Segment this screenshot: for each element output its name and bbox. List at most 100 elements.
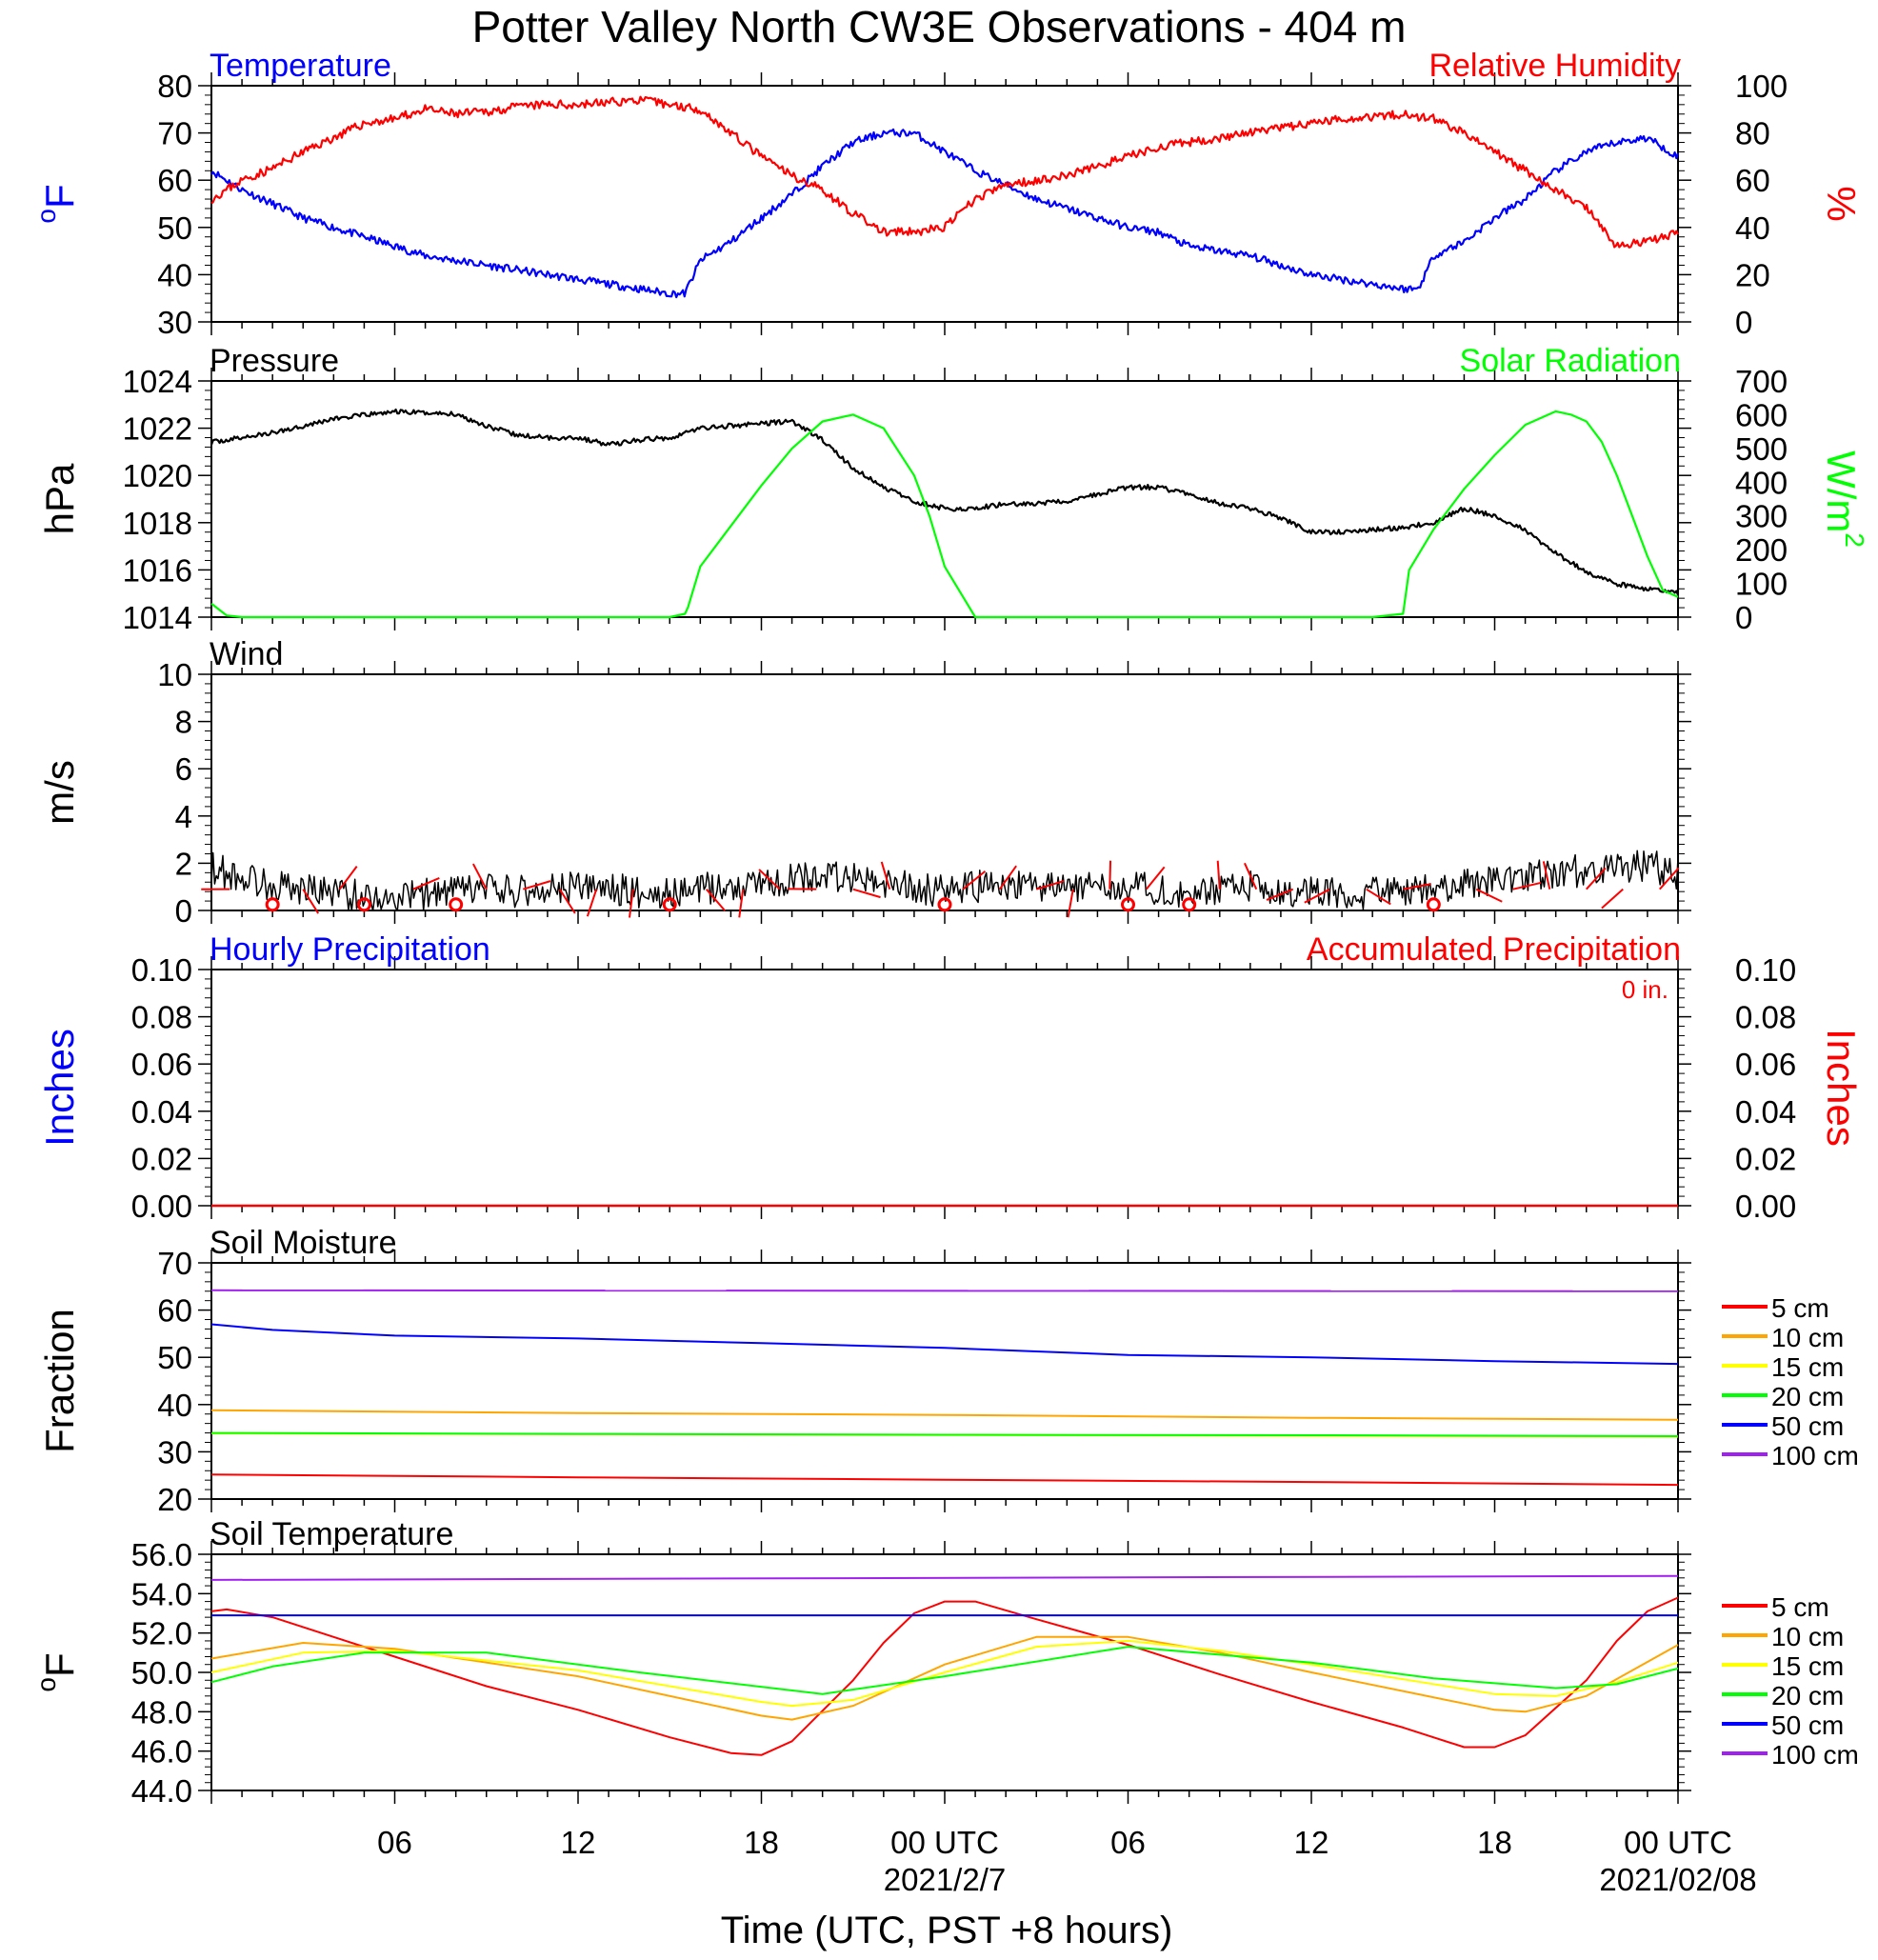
soil-series-cm20 — [210, 1431, 1679, 1437]
wind-barb — [338, 866, 358, 890]
wind-barb — [1216, 860, 1221, 890]
wind-barb — [1266, 888, 1294, 901]
y-tick-label-left: 60 — [157, 1293, 192, 1329]
y-tick-label-right: 400 — [1735, 465, 1788, 500]
time-tick-label: 18 — [744, 1825, 779, 1860]
y-tick-label-right: 0.04 — [1735, 1094, 1796, 1130]
wind-barb — [1542, 861, 1551, 890]
legend-label: 10 cm — [1771, 1323, 1844, 1352]
y-tick-label-right: 300 — [1735, 499, 1788, 534]
y-tick-label-left: 4 — [175, 799, 192, 834]
legend-label: 100 cm — [1771, 1740, 1859, 1770]
y-axis-title-right: % — [1819, 186, 1864, 221]
legend-label: 50 cm — [1771, 1710, 1844, 1740]
y-tick-label-left: 8 — [175, 705, 192, 740]
y-tick-label-left: 1014 — [123, 600, 192, 635]
y-tick-label-right: 40 — [1735, 210, 1770, 246]
time-tick-label: 00 UTC — [1624, 1825, 1732, 1860]
soil-series-cm5 — [210, 1596, 1679, 1756]
y-tick-label-left: 70 — [157, 1246, 192, 1281]
soil-series-cm10 — [210, 1635, 1679, 1721]
y-tick-label-right: 700 — [1735, 364, 1788, 399]
wind-barb — [1475, 888, 1503, 903]
y-tick-label-left: 52.0 — [131, 1616, 192, 1651]
calm-wind-marker — [662, 897, 677, 912]
y-tick-label-right: 0.10 — [1735, 952, 1796, 988]
y-tick-label-left: 54.0 — [131, 1576, 192, 1611]
y-tick-label-left: 56.0 — [131, 1537, 192, 1572]
wind-speed-line — [210, 850, 1679, 911]
y-tick-label-left: 0.02 — [131, 1141, 192, 1176]
y-tick-label-right: 0 — [1735, 600, 1752, 635]
panel-precipitation: 0.00 0.02 0.04 0.06 0.08 0.10 0.00 0.02 0.04 0.06… — [37, 931, 1864, 1224]
wind-barb — [1109, 860, 1112, 890]
wind-barb — [1601, 888, 1624, 910]
wind-barb — [1659, 867, 1680, 890]
pressure-line — [210, 408, 1680, 595]
y-tick-label-left: 40 — [157, 1388, 192, 1423]
soil-series-cm5 — [210, 1473, 1679, 1487]
panel-label-right: Solar Radiation — [1460, 343, 1681, 379]
calm-wind-marker — [1426, 897, 1441, 912]
y-tick-label-right: 500 — [1735, 431, 1788, 467]
y-tick-label-left: 0.06 — [131, 1047, 192, 1082]
y-tick-label-right: 600 — [1735, 397, 1788, 432]
y-tick-label-right: 0.00 — [1735, 1189, 1796, 1224]
time-tick-label: 00 UTC — [890, 1825, 999, 1860]
wind-barb — [852, 888, 881, 899]
legend-label: 20 cm — [1771, 1681, 1844, 1710]
y-axis-title-left: m/s — [37, 760, 82, 825]
temperature-line — [210, 128, 1680, 299]
legend-label: 15 cm — [1771, 1352, 1844, 1382]
y-tick-label-left: 10 — [157, 657, 192, 692]
y-tick-label-left: 50 — [157, 210, 192, 246]
panel-wind: 0 2 4 6 8 10 Wind m/s — [37, 636, 1691, 929]
soil-series-cm100 — [210, 1289, 1679, 1292]
soil-series-cm20 — [210, 1646, 1679, 1695]
wind-barb — [998, 865, 1017, 890]
soil-series-cm15 — [210, 1639, 1679, 1708]
legend-label: 5 cm — [1771, 1592, 1829, 1622]
y-axis-title-left: Inches — [37, 1029, 82, 1147]
y-tick-label-right: 80 — [1735, 116, 1770, 151]
panel-label-left: Soil Moisture — [210, 1225, 397, 1261]
y-axis-title-right: W/m2 — [1819, 450, 1869, 548]
legend-label: 5 cm — [1771, 1293, 1829, 1323]
wind-barb — [412, 876, 440, 890]
y-tick-label-left: 2 — [175, 846, 192, 881]
y-tick-label-left: 0.00 — [131, 1189, 192, 1224]
time-tick-label: 06 — [377, 1825, 412, 1860]
y-tick-label-left: 1024 — [123, 364, 192, 399]
date-label: 2021/02/08 — [1599, 1862, 1756, 1897]
legend-label: 10 cm — [1771, 1622, 1844, 1651]
x-axis-title: Time (UTC, PST +8 hours) — [721, 1910, 1173, 1951]
panel-label-left: Hourly Precipitation — [210, 931, 490, 968]
panel-label-left: Pressure — [210, 343, 339, 379]
panel-label-left: Wind — [210, 636, 283, 672]
y-tick-label-left: 20 — [157, 1482, 192, 1517]
soil-series-cm10 — [210, 1409, 1679, 1421]
calm-wind-marker — [1182, 897, 1197, 912]
y-tick-label-left: 50.0 — [131, 1655, 192, 1690]
legend-label: 15 cm — [1771, 1651, 1844, 1681]
humidity-line — [210, 95, 1679, 249]
panel-soil_moisture: 20 30 40 50 60 70 Soil Moisture Fraction 5 cm10 … — [37, 1225, 1859, 1517]
degree-mark: o — [31, 1677, 61, 1692]
y-tick-label-right: 100 — [1735, 567, 1788, 602]
y-tick-label-left: 80 — [157, 69, 192, 104]
soil-series-cm50 — [210, 1323, 1679, 1366]
time-tick-label: 12 — [561, 1825, 596, 1860]
calm-wind-marker — [265, 897, 280, 912]
y-tick-label-left: 1016 — [123, 552, 192, 588]
wind-barb — [1035, 880, 1065, 890]
panel-label-left: Temperature — [210, 48, 391, 84]
solar-radiation-line — [210, 410, 1679, 619]
y-tick-label-left: 0.10 — [131, 952, 192, 988]
y-tick-label-left: 6 — [175, 751, 192, 787]
y-tick-label-left: 30 — [157, 1434, 192, 1470]
wind-barb — [705, 889, 727, 912]
legend-label: 50 cm — [1771, 1411, 1844, 1441]
wind-barb — [758, 869, 781, 890]
